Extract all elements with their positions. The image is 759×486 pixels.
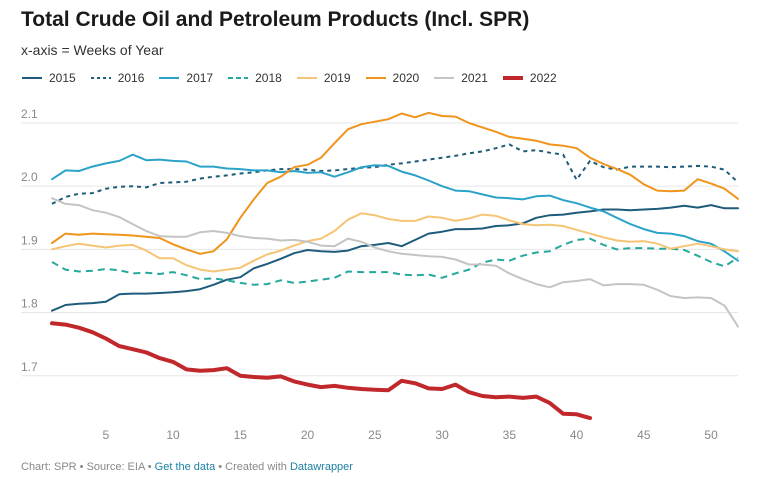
legend-item-2020: 2020 <box>365 71 420 85</box>
x-tick-label: 15 <box>234 428 248 442</box>
x-tick-label: 5 <box>102 428 109 442</box>
legend-swatch <box>22 77 42 79</box>
series-lines <box>50 111 739 421</box>
x-tick-label: 20 <box>301 428 315 442</box>
legend-swatch <box>90 77 111 79</box>
line-chart: 1.7 1.8 1.9 2.0 2.1 5 10 15 20 25 30 35 40 45 50 <box>21 107 739 442</box>
legend-label: 2019 <box>323 71 351 85</box>
legend-item-2021: 2021 <box>433 71 488 85</box>
legend-swatch <box>434 77 455 79</box>
legend-label: 2017 <box>186 71 214 85</box>
series-line-2020 <box>51 111 739 255</box>
footer-created-with: • Created with <box>215 461 290 473</box>
y-tick-label: 1.8 <box>21 297 38 311</box>
y-tick-label: 2.0 <box>21 170 38 184</box>
x-tick-label: 30 <box>435 428 449 442</box>
legend-label: 2022 <box>529 71 557 85</box>
legend-item-2015: 2015 <box>21 71 76 85</box>
y-tick-label: 1.7 <box>21 360 38 374</box>
series-line-2022 <box>50 321 592 421</box>
x-tick-label: 40 <box>570 428 584 442</box>
x-tick-label: 45 <box>637 428 651 442</box>
x-axis-ticks: 5 10 15 20 25 30 35 40 45 50 <box>102 428 718 442</box>
legend-swatch <box>365 77 386 79</box>
x-tick-label: 10 <box>166 428 180 442</box>
legend-item-2016: 2016 <box>90 71 145 85</box>
legend-item-2022: 2022 <box>502 71 557 85</box>
y-tick-label: 2.1 <box>21 107 38 121</box>
legend: 2015 2016 2017 2018 2019 2020 2021 2022 <box>21 71 571 85</box>
footer-credits: Chart: SPR • Source: EIA • <box>21 461 155 473</box>
legend-label: 2021 <box>461 71 488 85</box>
get-data-link[interactable]: Get the data <box>154 461 216 473</box>
y-axis-ticks: 1.7 1.8 1.9 2.0 2.1 <box>21 107 38 374</box>
series-line-2019 <box>51 212 739 273</box>
datawrapper-link[interactable]: Datawrapper <box>289 461 353 473</box>
series-line-2015 <box>51 204 739 312</box>
x-tick-label: 25 <box>368 428 382 442</box>
legend-label: 2015 <box>49 71 76 85</box>
legend-swatch <box>159 77 180 79</box>
series-line-2016 <box>51 143 739 205</box>
x-tick-label: 50 <box>704 428 718 442</box>
chart-footer: Chart: SPR • Source: EIA • Get the data … <box>21 461 353 473</box>
legend-swatch <box>228 77 249 79</box>
legend-label: 2018 <box>255 71 282 85</box>
series-line-2021 <box>51 197 739 328</box>
legend-swatch <box>502 76 523 80</box>
series-line-2017 <box>51 153 739 262</box>
series-line-2018 <box>51 237 739 286</box>
chart-subtitle: x-axis = Weeks of Year <box>21 42 164 58</box>
legend-label: 2020 <box>392 71 420 85</box>
legend-item-2017: 2017 <box>158 71 213 85</box>
legend-item-2018: 2018 <box>227 71 282 85</box>
y-tick-label: 1.9 <box>21 233 38 247</box>
legend-label: 2016 <box>117 71 145 85</box>
legend-swatch <box>296 77 317 79</box>
chart-title: Total Crude Oil and Petroleum Products (… <box>21 8 530 31</box>
legend-item-2019: 2019 <box>296 71 351 85</box>
x-tick-label: 35 <box>503 428 517 442</box>
